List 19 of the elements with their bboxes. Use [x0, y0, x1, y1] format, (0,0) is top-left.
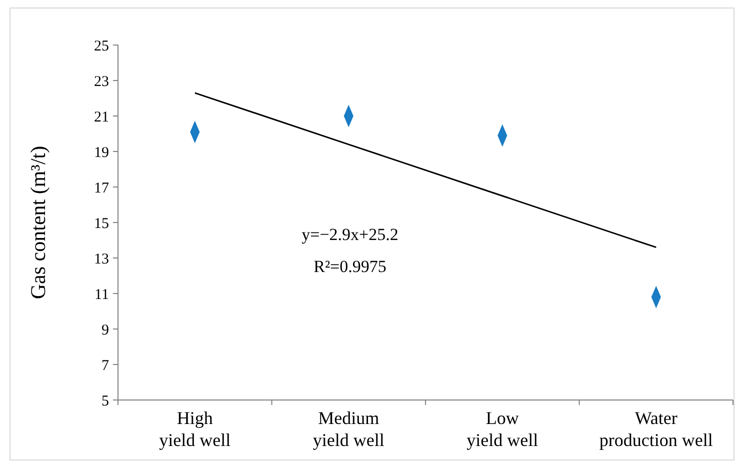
y-tick-label: 21 — [94, 109, 109, 126]
y-axis-title: Gas content (m³/t) — [26, 146, 50, 300]
y-tick-label: 17 — [94, 180, 110, 196]
y-tick-label: 5 — [102, 393, 109, 410]
y-tick-label: 13 — [94, 251, 109, 268]
y-tick-label: 7 — [102, 358, 110, 374]
annotation: y=−2.9x+25.2 — [302, 225, 398, 244]
y-tick-label: 11 — [94, 286, 109, 303]
line-series — [194, 92, 657, 248]
x-tick-label: High yield well — [159, 408, 231, 450]
y-tick-label: 23 — [94, 74, 109, 90]
x-tick-label: Low yield well — [466, 408, 538, 450]
y-tick-label: 15 — [94, 216, 109, 232]
x-tick-label: Water production well — [599, 408, 713, 450]
y-tick-label: 25 — [94, 38, 109, 54]
y-tick-label: 9 — [102, 322, 109, 338]
y-tick-label: 19 — [94, 144, 109, 161]
annotation: R²=0.9975 — [314, 257, 386, 276]
x-tick-label: Medium yield well — [312, 408, 384, 450]
